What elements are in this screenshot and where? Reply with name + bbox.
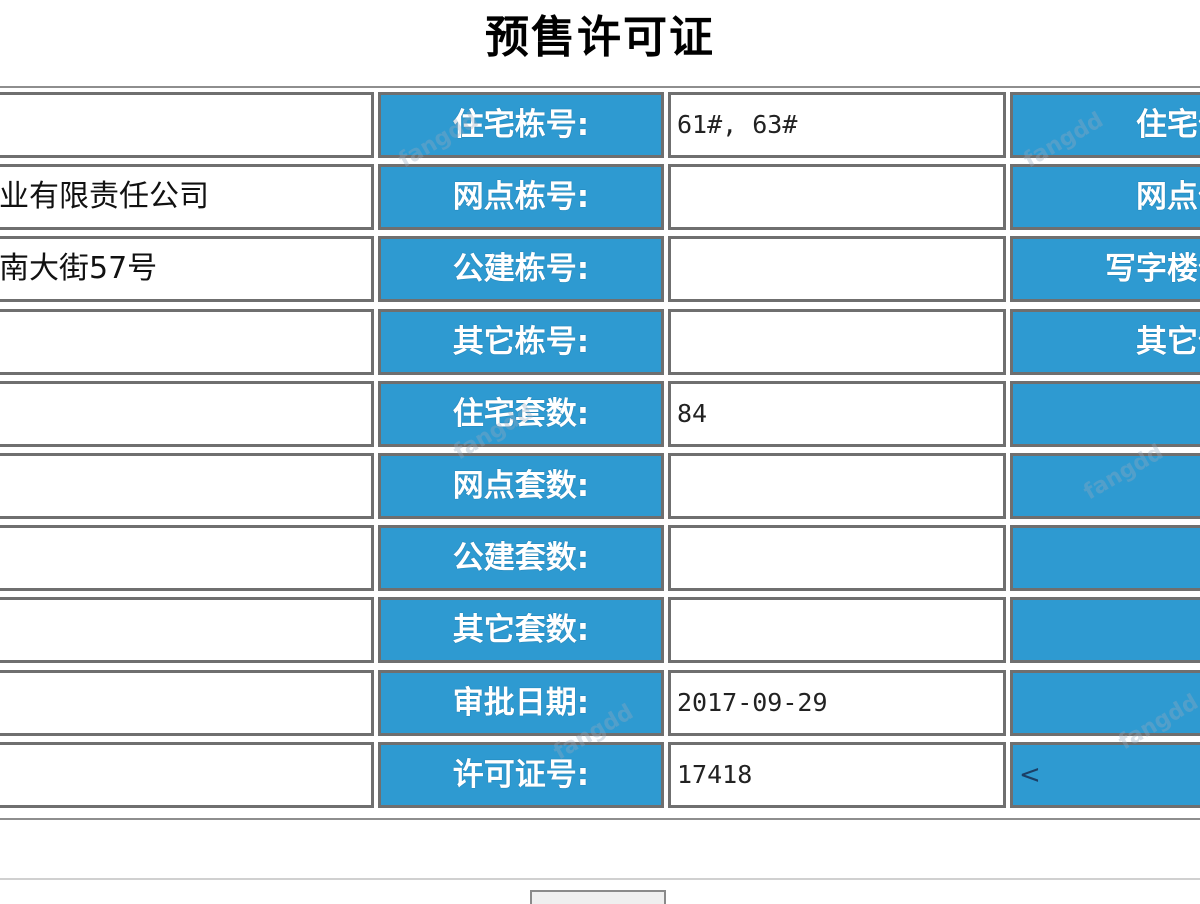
- permit-table: [0, 86, 1200, 820]
- field-label-text: 审批日期:: [452, 685, 590, 721]
- right-label-cell: 住宅价: [1010, 92, 1200, 158]
- field-value-cell: [668, 309, 1006, 375]
- field-value-cell: [668, 236, 1006, 302]
- field-label-cell: 其它栋号:: [378, 309, 664, 375]
- field-value-text: 61#, 63#: [677, 110, 798, 139]
- field-value-cell: 61#, 63#: [668, 92, 1006, 158]
- right-label-cell: [1010, 453, 1200, 519]
- field-label-cell: 许可证号:: [378, 742, 664, 808]
- info-cell: [0, 525, 374, 591]
- field-label-text: 公建栋号:: [452, 251, 590, 287]
- field-label-text: 其它栋号:: [452, 324, 590, 360]
- info-cell: [0, 309, 374, 375]
- right-label-text: 写字楼价: [1105, 251, 1200, 287]
- field-label-cell: 公建栋号:: [378, 236, 664, 302]
- field-label-text: 住宅栋号:: [452, 107, 590, 143]
- right-label-cell: 写字楼价: [1010, 236, 1200, 302]
- info-cell: [0, 742, 374, 808]
- field-label-cell: 网点套数:: [378, 453, 664, 519]
- field-label-text: 网点栋号:: [452, 179, 590, 215]
- right-label-cell: 其它价: [1010, 309, 1200, 375]
- field-label-text: 其它套数:: [452, 612, 590, 648]
- right-label-cell: 网点价: [1010, 164, 1200, 230]
- info-text: 南大街57号: [0, 251, 158, 286]
- info-cell: [0, 670, 374, 736]
- chevron-left-icon[interactable]: <: [1019, 760, 1041, 790]
- right-label-cell: [1010, 670, 1200, 736]
- right-label-text: 网点价: [1136, 179, 1200, 215]
- field-value-text: 2017-09-29: [677, 688, 828, 717]
- field-value-cell: 2017-09-29: [668, 670, 1006, 736]
- field-label-cell: 公建套数:: [378, 525, 664, 591]
- field-label-text: 住宅套数:: [452, 396, 590, 432]
- right-label-text: 住宅价: [1136, 107, 1200, 143]
- info-cell: [0, 453, 374, 519]
- right-label-cell: [1010, 525, 1200, 591]
- field-value-text: 17418: [677, 760, 753, 789]
- field-value-text: 84: [677, 399, 708, 428]
- page-title: 预售许可证: [485, 12, 715, 63]
- field-value-cell: [668, 597, 1006, 663]
- field-label-cell: 住宅栋号:: [378, 92, 664, 158]
- info-cell: [0, 381, 374, 447]
- right-label-cell: <: [1010, 742, 1200, 808]
- field-value-cell: [668, 164, 1006, 230]
- info-cell: 业有限责任公司: [0, 164, 374, 230]
- field-label-text: 许可证号:: [452, 757, 590, 793]
- field-label-text: 公建套数:: [452, 540, 590, 576]
- field-label-cell: 住宅套数:: [378, 381, 664, 447]
- info-cell: 南大街57号: [0, 236, 374, 302]
- divider: [0, 878, 1200, 880]
- info-cell: [0, 597, 374, 663]
- field-value-cell: [668, 525, 1006, 591]
- info-cell: [0, 92, 374, 158]
- bottom-button[interactable]: [530, 890, 666, 904]
- field-value-cell: 17418: [668, 742, 1006, 808]
- field-label-cell: 其它套数:: [378, 597, 664, 663]
- field-label-cell: 网点栋号:: [378, 164, 664, 230]
- field-label-text: 网点套数:: [452, 468, 590, 504]
- field-value-cell: [668, 453, 1006, 519]
- right-label-cell: [1010, 597, 1200, 663]
- right-label-cell: [1010, 381, 1200, 447]
- field-label-cell: 审批日期:: [378, 670, 664, 736]
- field-value-cell: 84: [668, 381, 1006, 447]
- right-label-text: 其它价: [1136, 324, 1200, 360]
- info-text: 业有限责任公司: [0, 179, 209, 214]
